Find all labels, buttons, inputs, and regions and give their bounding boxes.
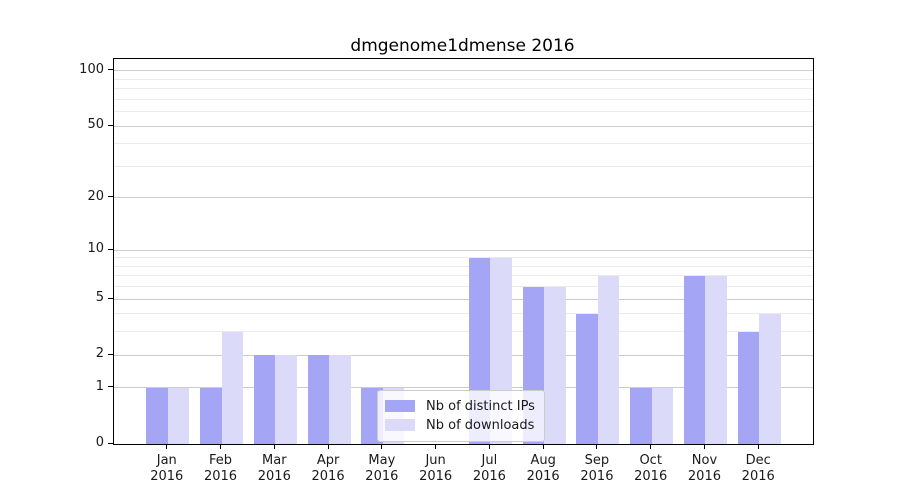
- bar-sep-distinct-ips: [576, 313, 598, 444]
- gridline-major-1: [114, 387, 813, 389]
- x-tick-mark-jan: [166, 444, 168, 449]
- y-tick-label-100: 100: [79, 61, 104, 77]
- y-tick-label-0: 0: [95, 435, 104, 450]
- gridlines-layer: [114, 59, 813, 444]
- x-tick-label-jan: Jan 2016: [150, 453, 184, 484]
- x-tick-label-nov: Nov 2016: [687, 453, 721, 484]
- y-tick-label-20: 20: [87, 188, 104, 204]
- x-tick-mark-may: [381, 444, 383, 449]
- gridline-major-20: [114, 197, 813, 199]
- x-tick-label-apr: Apr 2016: [311, 453, 345, 484]
- x-tick-label-may: May 2016: [365, 453, 399, 484]
- gridline-major-2: [114, 354, 813, 356]
- x-tick-label-oct: Oct 2016: [634, 453, 668, 484]
- bar-jan-downloads: [167, 387, 190, 444]
- y-tick-label-10: 10: [87, 241, 104, 257]
- gridline-major-10: [114, 249, 813, 251]
- x-tick-mark-oct: [650, 444, 652, 449]
- bar-sep-downloads: [597, 275, 620, 444]
- bar-oct-downloads: [651, 387, 674, 444]
- y-tick-mark-20: [108, 196, 113, 198]
- bar-feb-distinct-ips: [200, 387, 222, 444]
- bar-jan-distinct-ips: [146, 387, 168, 444]
- y-tick-mark-100: [108, 69, 113, 71]
- bar-feb-downloads: [221, 331, 244, 444]
- bar-dec-distinct-ips: [737, 331, 760, 444]
- x-tick-label-aug: Aug 2016: [526, 453, 560, 484]
- gridline-minor-6: [114, 286, 813, 288]
- x-tick-label-mar: Mar 2016: [257, 453, 291, 484]
- x-tick-mark-apr: [327, 444, 329, 449]
- bar-nov-distinct-ips: [683, 275, 706, 444]
- bar-mar-distinct-ips: [253, 355, 276, 444]
- gridline-minor-90: [114, 78, 813, 80]
- x-tick-mark-dec: [757, 444, 759, 449]
- y-tick-label-1: 1: [95, 378, 104, 394]
- gridline-minor-4: [114, 313, 813, 315]
- gridline-major-100: [114, 70, 813, 72]
- legend-swatch-distinct-ips: [385, 400, 415, 412]
- y-tick-label-2: 2: [95, 346, 104, 362]
- y-tick-mark-0: [108, 442, 113, 444]
- bar-apr-distinct-ips: [307, 355, 330, 444]
- bar-oct-distinct-ips: [630, 387, 652, 444]
- y-tick-label-50: 50: [87, 117, 104, 133]
- gridline-minor-40: [114, 143, 813, 145]
- gridline-minor-80: [114, 88, 813, 90]
- x-tick-mark-sep: [596, 444, 598, 449]
- bar-mar-downloads: [275, 355, 297, 444]
- bar-dec-downloads: [759, 313, 781, 444]
- bar-aug-downloads: [544, 286, 566, 444]
- x-tick-mark-jun: [435, 444, 437, 449]
- bar-apr-downloads: [329, 355, 351, 444]
- bars-layer: [114, 59, 813, 444]
- gridline-minor-9: [114, 257, 813, 259]
- gridline-minor-7: [114, 275, 813, 277]
- x-tick-mark-aug: [542, 444, 544, 449]
- y-tick-label-5: 5: [95, 290, 104, 306]
- y-tick-mark-1: [108, 386, 113, 388]
- legend-swatch-downloads: [385, 419, 415, 431]
- gridline-major-50: [114, 125, 813, 127]
- gridline-minor-8: [114, 265, 813, 267]
- chart-title: dmgenome1dmense 2016: [350, 36, 575, 56]
- x-tick-mark-nov: [703, 444, 705, 449]
- x-tick-label-jul: Jul 2016: [472, 453, 506, 484]
- x-tick-label-sep: Sep 2016: [580, 453, 614, 484]
- y-tick-mark-2: [108, 353, 113, 355]
- gridline-minor-3: [114, 331, 813, 333]
- gridline-major-5: [114, 298, 813, 300]
- y-tick-mark-50: [108, 124, 113, 126]
- plot-area: Nb of distinct IPs Nb of downloads: [113, 58, 814, 445]
- x-tick-label-feb: Feb 2016: [203, 453, 238, 484]
- legend-item-downloads: Nb of downloads: [385, 416, 537, 434]
- legend: Nb of distinct IPs Nb of downloads: [377, 390, 545, 442]
- bar-nov-downloads: [705, 275, 727, 444]
- gridline-minor-30: [114, 165, 813, 167]
- x-tick-mark-jul: [488, 444, 490, 449]
- legend-item-distinct-ips: Nb of distinct IPs: [385, 397, 537, 415]
- x-tick-label-jun: Jun 2016: [419, 453, 453, 484]
- gridline-minor-70: [114, 98, 813, 100]
- x-tick-label-dec: Dec 2016: [741, 453, 775, 484]
- y-tick-mark-10: [108, 248, 113, 250]
- gridline-minor-60: [114, 111, 813, 113]
- x-tick-mark-mar: [273, 444, 275, 449]
- y-tick-mark-5: [108, 297, 113, 299]
- legend-label-downloads: Nb of downloads: [426, 417, 535, 433]
- x-tick-mark-feb: [220, 444, 222, 449]
- legend-label-distinct-ips: Nb of distinct IPs: [426, 398, 535, 414]
